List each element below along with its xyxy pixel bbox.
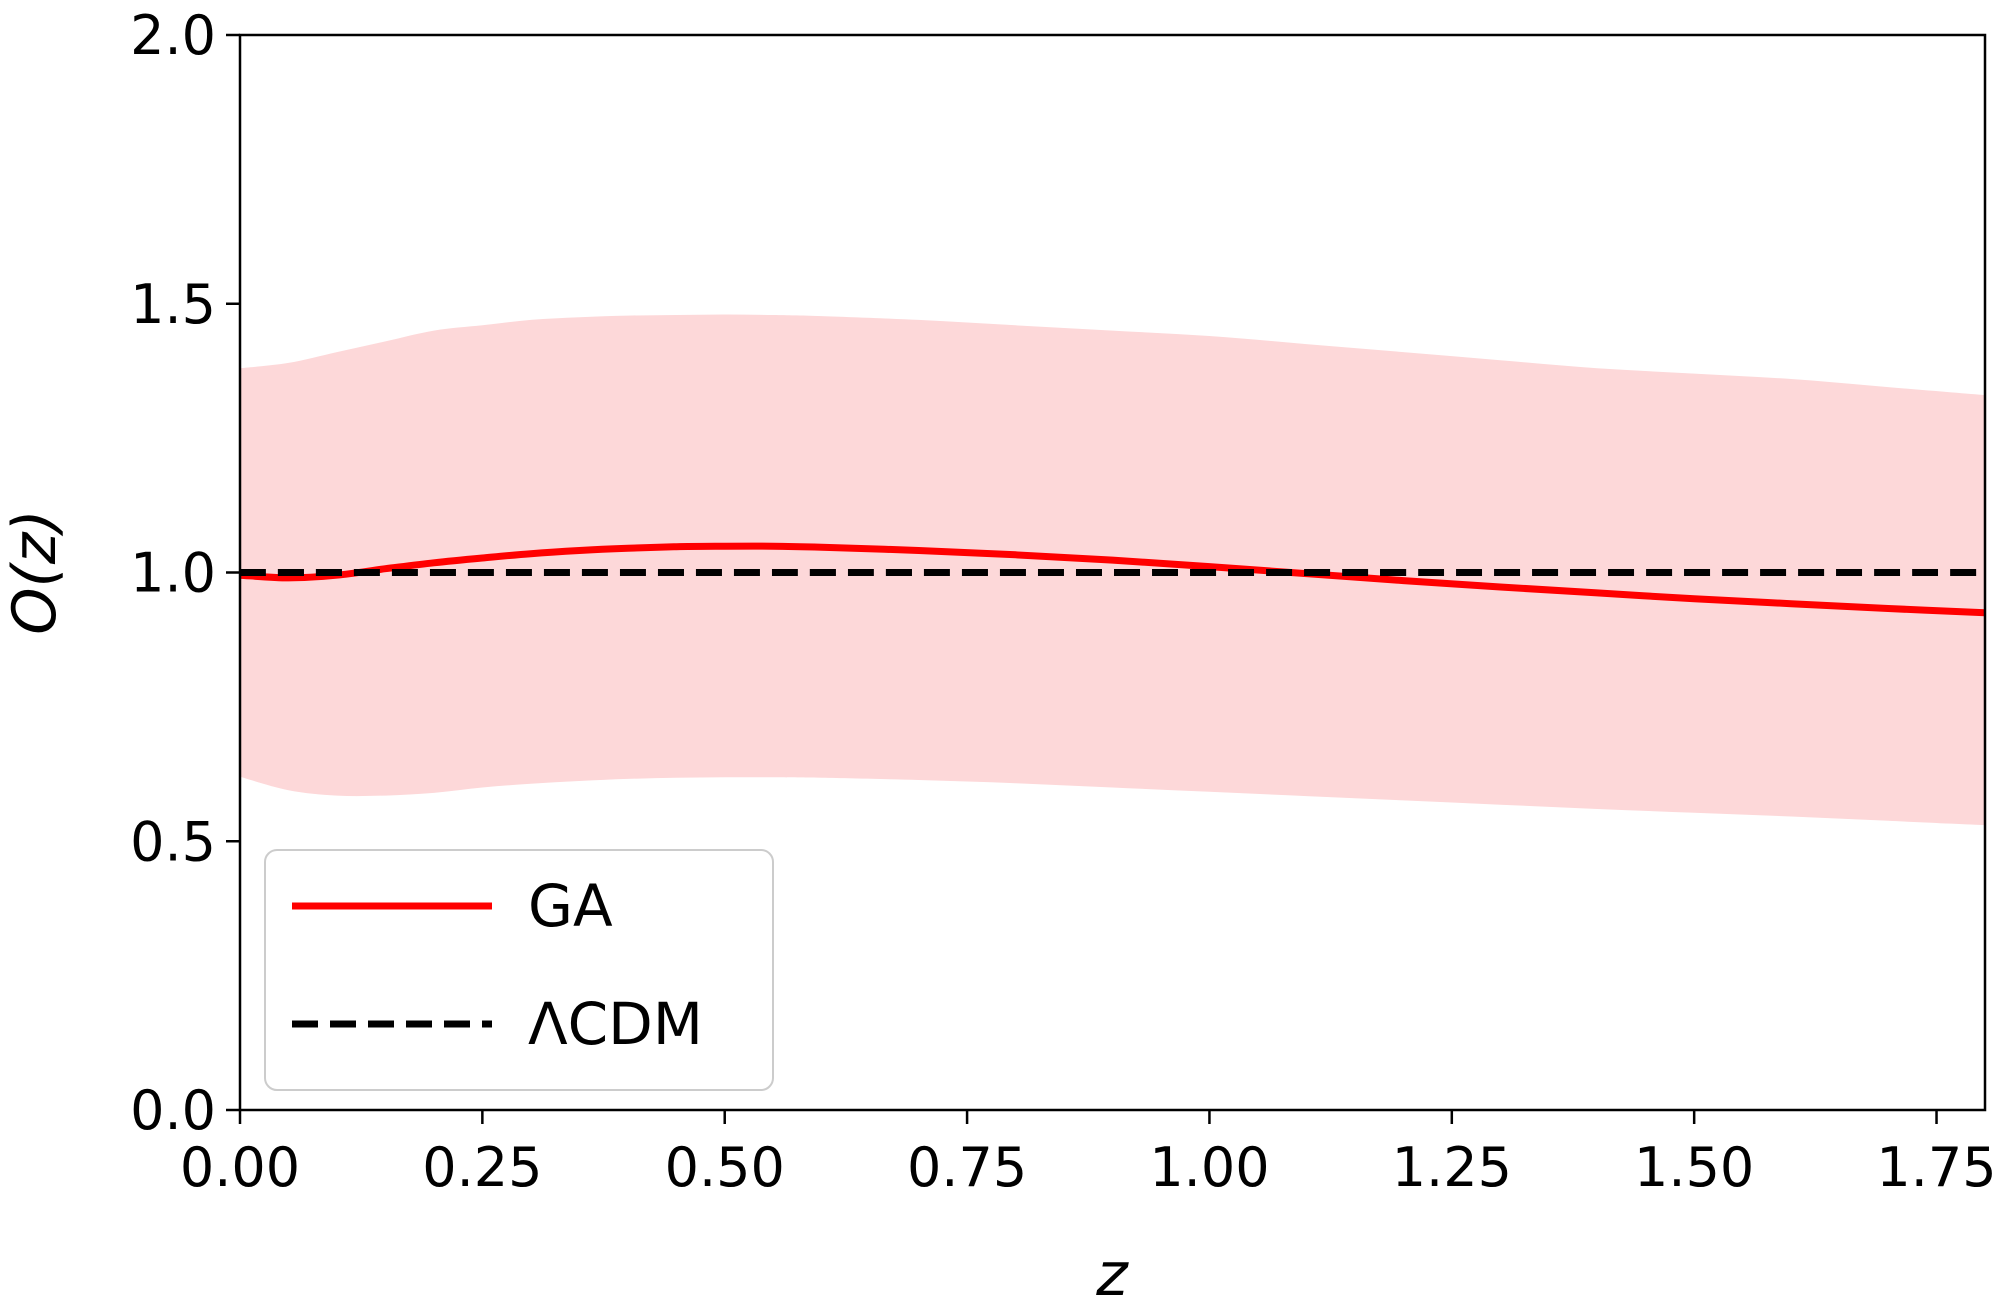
confidence-band-layer [240, 314, 1985, 826]
series-line-ga [239, 542, 1986, 617]
series-line-layer [239, 542, 1986, 617]
legend-label-ga: GA [528, 872, 613, 940]
y-ticks: 0.0 0.5 1.0 1.5 2.0 [130, 4, 240, 1142]
y-tick-label: 1.0 [130, 542, 216, 605]
x-tick-label: 1.00 [1149, 1136, 1269, 1199]
legend: GA ΛCDM [264, 849, 774, 1091]
y-tick-label: 0.5 [130, 810, 216, 873]
legend-label-lcdm: ΛCDM [528, 990, 703, 1058]
x-ticks: 0.00 0.25 0.50 0.75 1.00 1.25 1.50 1.75 [180, 1110, 1997, 1199]
x-tick-label: 1.75 [1876, 1136, 1996, 1199]
y-tick-label: 2.0 [130, 4, 216, 67]
x-tick-label: 0.75 [907, 1136, 1027, 1199]
x-tick-label: 1.50 [1634, 1136, 1754, 1199]
confidence-band-0 [240, 314, 1985, 826]
y-axis-label: O(z) [0, 509, 70, 635]
y-tick-label: 0.0 [130, 1079, 216, 1142]
x-tick-label: 0.00 [180, 1136, 300, 1199]
x-axis-label: z [1095, 1240, 1129, 1310]
legend-box [264, 849, 774, 1091]
y-tick-label: 1.5 [130, 273, 216, 336]
x-tick-label: 0.50 [665, 1136, 785, 1199]
x-tick-label: 0.25 [422, 1136, 542, 1199]
x-tick-label: 1.25 [1392, 1136, 1512, 1199]
